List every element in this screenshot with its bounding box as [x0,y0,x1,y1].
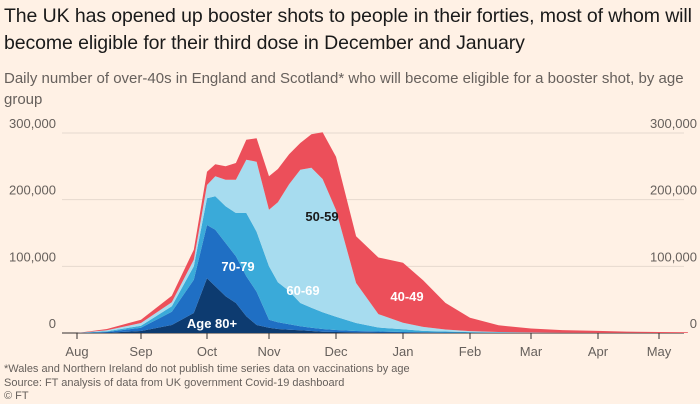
y-axis-labels-left: 0 100,000 200,000 300,000 [9,116,56,331]
series-label-70-79: 70-79 [221,259,254,274]
x-axis: Aug Sep Oct Nov Dec Jan Feb Mar Apr May [65,333,672,359]
area-series [77,132,688,333]
series-label-40-49: 40-49 [390,289,423,304]
y-tick-label-left: 100,000 [9,249,56,264]
x-tick-label: Mar [520,344,543,359]
y-tick-label-left: 0 [49,316,56,331]
y-axis-labels-right: 0 100,000 200,000 300,000 [650,116,697,331]
series-labels: Age 80+ 70-79 60-69 50-59 40-49 [187,209,424,331]
x-tick-label: Jan [393,344,414,359]
area-50-59 [77,159,688,333]
y-tick-label-right: 300,000 [650,116,697,131]
ft-credit: © FT [4,390,29,402]
area-40-49 [77,132,688,333]
x-tick-label: Oct [197,344,218,359]
series-label-age-80: Age 80+ [187,316,238,331]
y-tick-label-right: 200,000 [650,183,697,198]
y-tick-label-left: 300,000 [9,116,56,131]
x-tick-label: Nov [257,344,281,359]
area-70-79 [77,225,688,333]
series-label-50-59: 50-59 [305,209,338,224]
chart-title: The UK has opened up booster shots to pe… [4,5,692,54]
footnote: *Wales and Northern Ireland do not publi… [4,363,410,375]
area-60-69 [77,196,688,333]
y-tick-label-right: 0 [690,316,697,331]
x-tick-label: Feb [459,344,481,359]
x-tick-label: Apr [588,344,609,359]
y-tick-label-right: 100,000 [650,249,697,264]
series-label-60-69: 60-69 [286,283,319,298]
chart-subtitle: Daily number of over-40s in England and … [4,70,684,108]
x-tick-label: Sep [129,344,152,359]
area-age-80 [77,278,688,333]
y-tick-label-left: 200,000 [9,183,56,198]
x-tick-label: Aug [65,344,88,359]
x-tick-label: Dec [324,344,348,359]
x-tick-label: May [647,344,672,359]
source-note: Source: FT analysis of data from UK gove… [4,377,345,389]
